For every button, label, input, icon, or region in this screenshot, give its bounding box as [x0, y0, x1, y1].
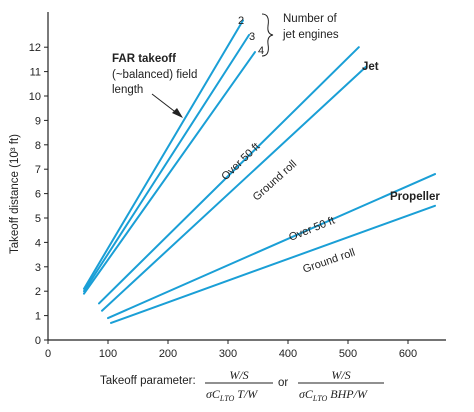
axes	[47, 12, 446, 341]
far-arrow-head	[172, 108, 183, 118]
engine-header-line-2: jet engines	[282, 29, 339, 41]
x-tick-label: 200	[159, 348, 177, 360]
x-tick-label: 100	[99, 348, 117, 360]
engine-label-4: 4	[258, 45, 264, 57]
engine-label-2: 2	[238, 15, 244, 27]
series-line-2	[83, 34, 250, 293]
y-tick-label: 8	[35, 140, 41, 152]
x-axis-or: or	[278, 377, 288, 389]
x-tick-label: 0	[45, 348, 51, 360]
y-tick-label: 4	[35, 237, 41, 249]
formula-1-numerator: W/S	[229, 368, 248, 382]
series-line-4	[98, 46, 360, 305]
x-ticks: 0 100 200 300 400 500 600	[45, 340, 417, 360]
prop-over-50-label: Over 50 ft	[287, 215, 336, 244]
propeller-label: Propeller	[390, 191, 440, 203]
x-tick-label: 600	[399, 348, 417, 360]
formula-1-denominator: σCLTO T/W	[206, 387, 258, 403]
y-tick-label: 3	[35, 262, 41, 274]
formula-2-sub: LTO	[312, 394, 328, 403]
engine-brace	[261, 13, 274, 57]
far-sub-line-1: (~balanced) field	[112, 69, 197, 81]
x-tick-label: 400	[279, 348, 297, 360]
series-line-3	[83, 51, 256, 295]
engine-header-line-1: Number of	[283, 13, 337, 25]
series-lines	[83, 19, 436, 324]
y-tick-label: 11	[30, 67, 41, 79]
formula-1-sub: LTO	[219, 394, 235, 403]
formula-1: W/S σCLTO T/W	[205, 368, 273, 403]
series-line-6	[107, 173, 436, 320]
y-tick-label: 2	[35, 286, 41, 298]
formula-2-denominator: σCLTO BHP/W	[299, 387, 368, 403]
y-tick-label: 12	[29, 42, 41, 54]
x-axis-label: Takeoff parameter:	[100, 375, 196, 387]
series-line-7	[110, 204, 436, 324]
formula-2: W/S σCLTO BHP/W	[298, 368, 384, 403]
y-axis-label: Takeoff distance (10³ ft)	[9, 134, 21, 254]
y-tick-label: 10	[29, 91, 41, 103]
series-line-5	[101, 65, 367, 312]
far-takeoff-label: FAR takeoff	[112, 53, 176, 65]
jet-over-50-label: Over 50 ft	[219, 141, 262, 183]
y-tick-label: 7	[35, 164, 41, 176]
y-tick-label: 0	[35, 335, 41, 347]
y-tick-label: 6	[35, 189, 41, 201]
x-tick-label: 300	[219, 348, 237, 360]
jet-ground-roll-label: Ground roll	[251, 158, 299, 203]
x-tick-label: 500	[339, 348, 357, 360]
series-line-1	[83, 19, 244, 290]
formula-1-tail: T/W	[234, 387, 258, 401]
formula-2-numerator: W/S	[331, 368, 350, 382]
formula-2-tail: BHP/W	[327, 387, 368, 401]
far-arrow-shaft	[151, 93, 179, 115]
y-tick-label: 9	[35, 115, 41, 127]
far-sub-line-2: length	[112, 84, 143, 96]
y-tick-label: 1	[35, 311, 41, 323]
jet-label: Jet	[362, 61, 379, 73]
y-tick-label: 5	[35, 213, 41, 225]
engine-label-3: 3	[249, 31, 255, 43]
